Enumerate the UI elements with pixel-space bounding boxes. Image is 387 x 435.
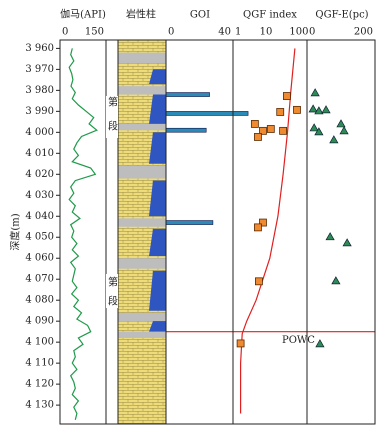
x-tick-label: 40 [218,27,231,38]
qgfe-point [342,238,352,247]
y-tick-label: 4 100 [25,337,54,348]
qgf-point [259,126,267,135]
y-tick-label: 3 980 [25,85,54,96]
lithology-label: 段 [108,120,118,133]
qgfe-point [310,88,320,97]
y-tick-label: 4 020 [25,169,54,180]
track-title: GOI [190,10,210,21]
y-tick-label: 4 090 [25,316,54,327]
shale-zone [118,123,166,131]
x-tick-label: 0 [168,27,174,38]
y-tick-label: 3 960 [25,43,54,54]
track-borders [59,39,376,425]
qgfe-point [329,135,339,144]
y-tick-label: 4 110 [25,358,54,369]
oil-zone [149,228,166,257]
track-title: QGF-E(pc) [315,10,368,21]
label-bg [106,274,118,308]
track-title: QGF index [243,10,297,21]
qgf-point [259,218,267,227]
label-bg [106,96,118,138]
oil-zone [149,69,166,85]
shale-zone [118,218,166,227]
x-tick-label: 100 [289,27,308,38]
qgf-point [293,105,301,114]
y-tick-label: 4 000 [25,127,54,138]
track-title: 伽马(API) [60,8,106,21]
y-tick-label: 3 990 [25,106,54,117]
y-tick-label: 4 010 [25,148,54,159]
powc-label: POWC [282,335,315,346]
gamma-curve [68,48,98,420]
plot-frame [59,39,376,425]
qgfe-point [336,119,346,128]
x-tick-label: 10 [260,27,273,38]
x-tick-label: 0 [309,27,315,38]
shale-zone [118,331,166,338]
y-tick-label: 4 040 [25,211,54,222]
lithology-labels: 第 段 第 段 [106,96,118,308]
qgf-baseline [240,48,296,414]
qgf-point [236,339,245,348]
oil-zone [149,321,166,332]
shale-zone [118,86,166,95]
qgf-point [282,92,291,100]
qgfe-point [321,105,331,114]
lithology-label: 段 [108,295,118,308]
qgf-point [254,223,262,232]
x-tick-label: 200 [354,27,373,38]
oil-zone [149,270,166,311]
qgfe-point [308,104,318,113]
y-tick-label: 4 130 [25,400,54,411]
qgfe-point [339,126,349,135]
qgfe-point [309,123,319,132]
x-tick-label: 150 [85,27,104,38]
qgfe-point [325,232,335,241]
y-tick-label: 3 970 [25,64,54,75]
x-tick-label: 0 [62,27,68,38]
qgf-point [266,125,275,133]
shale-zone [118,165,166,179]
qgfe-point [314,106,324,115]
y-axis-label: 深度(m) [9,213,22,250]
goi-bar [165,92,210,97]
goi-bar [165,220,214,225]
qgf-point [250,120,259,128]
y-tick-label: 4 120 [25,379,54,390]
shale-zone [118,312,166,322]
goi-bar [165,111,249,116]
qgf-point [254,133,262,141]
qgf-point [276,108,285,116]
qgfe-point [314,127,324,136]
goi-bar [165,127,207,133]
track-title: 岩性柱 [126,8,156,21]
x-tick-label: 1 [235,27,241,38]
lithology-label: 第 [108,96,118,109]
qgfe-point [315,339,325,348]
shale-zone [118,52,166,64]
oil-zone [149,94,166,124]
qgf-point [279,126,287,135]
y-tick-label: 4 060 [25,253,54,264]
lithology-label: 第 [108,276,118,289]
y-tick-label: 4 080 [25,295,54,306]
plot-area: 3 960 3 970 3 980 3 990 4 000 4 010 4 020 4 030… [25,40,375,424]
oil-zone [149,132,166,164]
qgfe-point [331,276,341,285]
y-tick-label: 4 030 [25,190,54,201]
y-tick-label: 4 070 [25,274,54,285]
shale-zone [118,258,166,269]
y-tick-label: 4 050 [25,232,54,243]
qgf-point [255,277,263,286]
oil-zone [149,180,166,217]
